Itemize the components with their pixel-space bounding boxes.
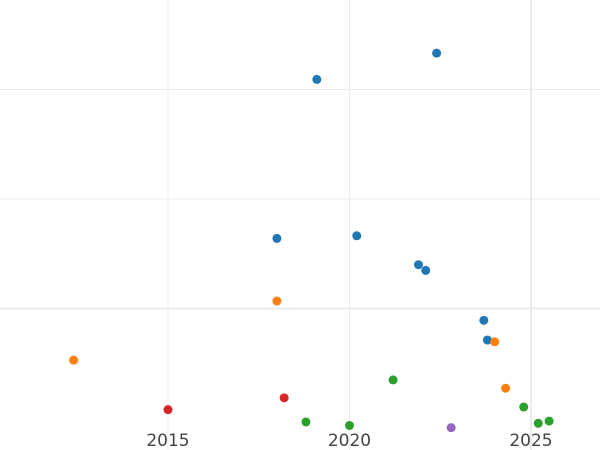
data-point xyxy=(482,335,492,345)
x-tick-label: 2015 xyxy=(146,431,189,450)
data-point xyxy=(163,405,173,415)
data-point xyxy=(388,375,398,385)
data-point xyxy=(490,337,500,347)
data-point xyxy=(345,420,354,430)
data-point xyxy=(279,393,289,403)
data-point xyxy=(446,423,456,433)
x-axis-tick-labels: 2015 2020 2025 xyxy=(146,431,552,450)
data-point xyxy=(413,260,423,270)
data-point xyxy=(519,402,529,412)
data-point xyxy=(501,383,511,393)
data-point xyxy=(544,416,554,426)
data-point xyxy=(312,74,322,84)
data-point xyxy=(69,355,79,365)
data-point xyxy=(272,233,282,243)
x-tick-label: 2020 xyxy=(328,431,371,450)
data-point xyxy=(272,296,282,306)
data-point xyxy=(432,48,442,58)
data-point xyxy=(301,417,311,427)
data-point xyxy=(352,231,362,241)
data-point xyxy=(479,315,489,325)
x-tick-label: 2025 xyxy=(509,431,552,450)
data-points xyxy=(69,48,554,433)
data-point xyxy=(421,265,431,275)
data-point xyxy=(533,418,543,428)
